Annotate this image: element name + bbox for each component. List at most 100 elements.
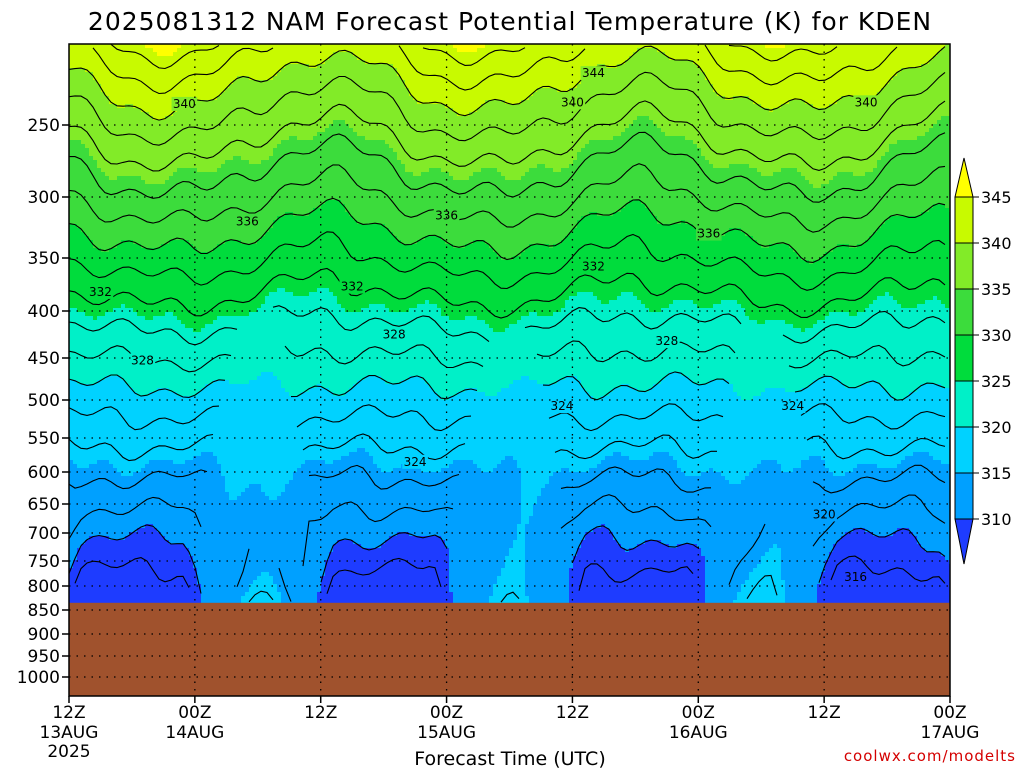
fill-cell bbox=[181, 388, 186, 393]
fill-cell bbox=[85, 364, 90, 369]
fill-cell bbox=[185, 352, 190, 357]
fill-cell bbox=[109, 416, 114, 421]
fill-cell bbox=[177, 404, 182, 409]
fill-cell bbox=[181, 232, 186, 237]
fill-cell bbox=[185, 360, 190, 365]
fill-cell bbox=[181, 456, 186, 461]
fill-cell bbox=[89, 556, 94, 561]
fill-cell bbox=[157, 312, 162, 317]
fill-cell bbox=[129, 592, 134, 597]
fill-cell bbox=[117, 152, 122, 157]
fill-cell bbox=[121, 284, 126, 289]
fill-cell bbox=[165, 276, 170, 281]
fill-cell bbox=[109, 60, 114, 65]
fill-cell bbox=[109, 108, 114, 113]
fill-cell bbox=[129, 328, 134, 333]
fill-cell bbox=[141, 348, 146, 353]
fill-cell bbox=[73, 572, 78, 577]
fill-cell bbox=[165, 452, 170, 457]
fill-cell bbox=[161, 572, 166, 577]
fill-cell bbox=[93, 560, 98, 565]
fill-cell bbox=[189, 300, 194, 305]
fill-cell bbox=[109, 260, 114, 265]
fill-cell bbox=[101, 556, 106, 561]
fill-cell bbox=[161, 436, 166, 441]
fill-cell bbox=[165, 496, 170, 501]
fill-cell bbox=[153, 436, 158, 441]
fill-cell bbox=[181, 156, 186, 161]
fill-cell bbox=[105, 152, 110, 157]
fill-cell bbox=[129, 116, 134, 121]
fill-cell bbox=[77, 244, 82, 249]
fill-cell bbox=[117, 348, 122, 353]
fill-cell bbox=[185, 592, 190, 597]
fill-cell bbox=[181, 516, 186, 521]
fill-cell bbox=[73, 460, 78, 465]
fill-cell bbox=[181, 224, 186, 229]
fill-cell bbox=[85, 360, 90, 365]
fill-cell bbox=[97, 156, 102, 161]
fill-cell bbox=[129, 516, 134, 521]
fill-cell bbox=[97, 272, 102, 277]
fill-cell bbox=[101, 488, 106, 493]
fill-cell bbox=[93, 60, 98, 65]
fill-cell bbox=[177, 52, 182, 57]
fill-cell bbox=[165, 456, 170, 461]
fill-cell bbox=[185, 412, 190, 417]
fill-cell bbox=[105, 212, 110, 217]
fill-cell bbox=[93, 520, 98, 525]
fill-cell bbox=[137, 564, 142, 569]
fill-cell bbox=[153, 212, 158, 217]
fill-cell bbox=[145, 152, 150, 157]
fill-cell bbox=[181, 596, 186, 601]
fill-cell bbox=[181, 440, 186, 445]
fill-cell bbox=[141, 540, 146, 545]
fill-cell bbox=[85, 376, 90, 381]
fill-cell bbox=[97, 136, 102, 141]
fill-cell bbox=[133, 56, 138, 61]
fill-cell bbox=[181, 88, 186, 93]
fill-cell bbox=[73, 472, 78, 477]
fill-cell bbox=[97, 460, 102, 465]
fill-cell bbox=[181, 120, 186, 125]
fill-cell bbox=[177, 516, 182, 521]
fill-cell bbox=[157, 152, 162, 157]
fill-cell bbox=[129, 184, 134, 189]
fill-cell bbox=[177, 584, 182, 589]
fill-cell bbox=[105, 116, 110, 121]
fill-cell bbox=[169, 196, 174, 201]
fill-cell bbox=[137, 536, 142, 541]
fill-cell bbox=[113, 200, 118, 205]
fill-cell bbox=[153, 452, 158, 457]
fill-cell bbox=[153, 240, 158, 245]
fill-cell bbox=[133, 328, 138, 333]
fill-cell bbox=[165, 120, 170, 125]
fill-cell bbox=[109, 420, 114, 425]
fill-cell bbox=[153, 488, 158, 493]
fill-cell bbox=[133, 208, 138, 213]
fill-cell bbox=[169, 568, 174, 573]
fill-cell bbox=[77, 168, 82, 173]
fill-cell bbox=[189, 132, 194, 137]
fill-cell bbox=[161, 520, 166, 525]
fill-cell bbox=[109, 80, 114, 85]
fill-cell bbox=[153, 556, 158, 561]
fill-cell bbox=[133, 448, 138, 453]
fill-cell bbox=[185, 68, 190, 73]
fill-cell bbox=[81, 424, 86, 429]
fill-cell bbox=[113, 388, 118, 393]
fill-cell bbox=[125, 116, 130, 121]
fill-cell bbox=[157, 176, 162, 181]
fill-cell bbox=[165, 324, 170, 329]
fill-cell bbox=[105, 496, 110, 501]
fill-cell bbox=[101, 360, 106, 365]
fill-cell bbox=[81, 56, 86, 61]
fill-cell bbox=[121, 96, 126, 101]
fill-cell bbox=[137, 212, 142, 217]
fill-cell bbox=[173, 68, 178, 73]
fill-cell bbox=[85, 400, 90, 405]
fill-cell bbox=[113, 260, 118, 265]
fill-cell bbox=[137, 580, 142, 585]
fill-cell bbox=[157, 164, 162, 169]
fill-cell bbox=[117, 312, 122, 317]
